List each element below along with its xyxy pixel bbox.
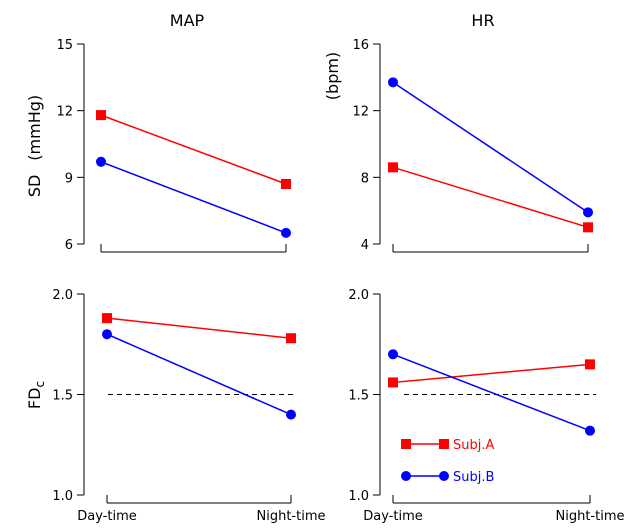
x-tick-label: Day-time bbox=[363, 509, 423, 524]
data-point-circle bbox=[96, 156, 106, 167]
y-tick-label: 1.5 bbox=[348, 389, 369, 404]
panel-4: 1.0 1.5 2.0 Day-time Night-time bbox=[348, 288, 624, 524]
data-point-square bbox=[388, 162, 398, 173]
data-point-square bbox=[281, 179, 291, 189]
sd-map-unit-label: (mmHg) bbox=[25, 95, 44, 161]
series-line-subja bbox=[392, 363, 591, 384]
sd-label-main: SD bbox=[25, 175, 44, 197]
legend-label-subj-b: Subj.B bbox=[453, 470, 494, 485]
y-tick-label: 8 bbox=[361, 171, 369, 186]
series-line-subjb bbox=[392, 353, 591, 432]
data-point-circle bbox=[583, 207, 593, 218]
data-point-square bbox=[388, 377, 398, 388]
data-point-circle bbox=[281, 227, 291, 238]
y-tick-label: 4 bbox=[361, 238, 369, 253]
series-line-subjb bbox=[106, 333, 292, 416]
fdc-label-sub: c bbox=[33, 381, 47, 388]
data-point-circle bbox=[585, 425, 595, 436]
data-point-square bbox=[96, 110, 106, 121]
panel-1: 6 9 12 15 bbox=[56, 38, 291, 253]
fdc-label-main: FD bbox=[25, 388, 44, 410]
hr-panel-title: HR bbox=[471, 11, 494, 30]
sd-hr-unit-label: (bpm) bbox=[323, 52, 342, 100]
data-point-square bbox=[585, 359, 595, 370]
y-tick-label: 12 bbox=[352, 105, 369, 120]
map-panel-title: MAP bbox=[170, 11, 205, 30]
panel-2: 4 8 12 16 bbox=[352, 38, 593, 253]
legend-label-subj-a: Subj.A bbox=[453, 438, 494, 453]
y-tick-label: 1.5 bbox=[52, 389, 73, 404]
data-point-circle bbox=[388, 77, 398, 88]
series-line-subjb bbox=[392, 81, 589, 213]
data-point-circle bbox=[286, 409, 296, 420]
y-tick-label: 2.0 bbox=[52, 288, 73, 303]
y-tick-label: 9 bbox=[65, 171, 73, 186]
legend: Subj.A Subj.B bbox=[401, 438, 494, 485]
sd-row-label: SD (mmHg) bbox=[25, 95, 44, 197]
y-tick-label: 16 bbox=[352, 38, 369, 53]
y-tick-label: 1.0 bbox=[348, 489, 369, 504]
legend-marker-subj-b-left bbox=[401, 471, 411, 481]
data-point-circle bbox=[102, 329, 112, 340]
legend-marker-subj-a-left bbox=[401, 439, 411, 449]
legend-marker-subj-a-right bbox=[439, 439, 449, 449]
data-point-circle bbox=[388, 349, 398, 360]
panel-3: 1.0 1.5 2.0 Day-time Night-time bbox=[52, 288, 325, 524]
x-tick-label: Day-time bbox=[77, 509, 137, 524]
y-tick-label: 1.0 bbox=[52, 489, 73, 504]
y-tick-label: 12 bbox=[56, 105, 73, 120]
series-line-subjb bbox=[100, 161, 287, 234]
data-point-square bbox=[286, 333, 296, 344]
y-tick-label: 15 bbox=[56, 38, 73, 53]
legend-marker-subj-b-right bbox=[439, 471, 449, 481]
series-line-subja bbox=[100, 114, 287, 185]
series-line-subja bbox=[106, 317, 292, 339]
y-tick-label: 6 bbox=[65, 238, 73, 253]
y-tick-label: 2.0 bbox=[348, 288, 369, 303]
data-point-square bbox=[102, 313, 112, 324]
fdc-row-label: FDc bbox=[25, 381, 47, 409]
x-tick-label: Night-time bbox=[556, 509, 625, 524]
data-point-square bbox=[583, 222, 593, 233]
series-line-subja bbox=[392, 166, 589, 229]
x-tick-label: Night-time bbox=[257, 509, 326, 524]
